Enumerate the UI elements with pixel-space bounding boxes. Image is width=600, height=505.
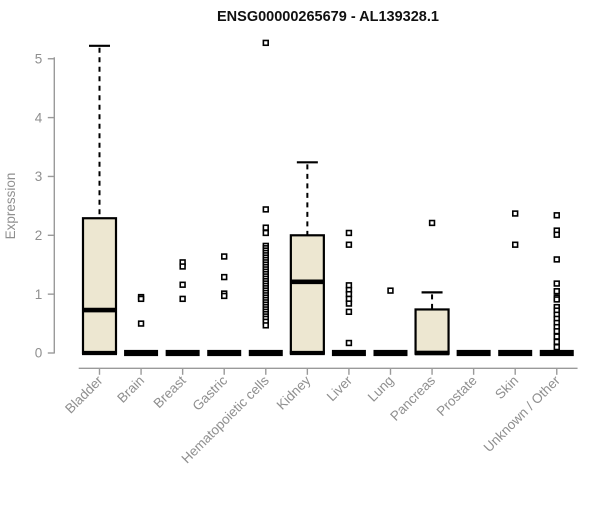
boxplot-bladder <box>81 44 118 356</box>
collapsed-box <box>539 349 574 357</box>
outlier-point <box>179 281 186 288</box>
boxplot-hematopoietic-cells <box>248 39 283 357</box>
outlier-point <box>345 241 353 248</box>
outlier-point <box>345 308 353 316</box>
collapsed-box <box>165 349 200 357</box>
x-tick-label-lung: Lung <box>365 373 397 405</box>
y-tick-label: 2 <box>35 228 43 243</box>
boxplot-breast <box>165 259 200 357</box>
boxplot-brain <box>124 293 159 357</box>
collapsed-box <box>331 349 366 357</box>
outlier-point <box>553 280 560 287</box>
outlier-point <box>553 231 560 238</box>
boxplot-liver <box>331 229 366 357</box>
outlier-point <box>511 241 519 248</box>
outlier-point <box>428 219 436 227</box>
outlier-point <box>221 253 228 260</box>
outlier-point <box>179 263 186 270</box>
collapsed-box <box>207 349 242 357</box>
boxplot-lung <box>373 287 408 357</box>
boxplot-unknown-other <box>539 212 574 357</box>
x-tick-label-bladder: Bladder <box>62 372 106 416</box>
outlier-point <box>345 229 353 237</box>
outlier-point <box>553 343 560 351</box>
outlier-point <box>345 339 353 347</box>
boxplot-gastric <box>207 253 242 357</box>
outlier-point <box>262 224 269 231</box>
outlier-point <box>553 296 560 303</box>
x-tick-label-skin: Skin <box>492 373 521 402</box>
box-iqr <box>414 308 450 355</box>
box-iqr <box>81 217 118 355</box>
outlier-point <box>137 320 145 327</box>
outlier-point <box>553 328 560 335</box>
outlier-point <box>179 295 186 303</box>
outlier-point <box>221 273 228 281</box>
outlier-point <box>553 338 560 346</box>
box-iqr <box>289 234 325 355</box>
boxplot-pancreas <box>414 219 450 356</box>
collapsed-box <box>456 349 491 357</box>
boxplot-prostate <box>456 349 491 357</box>
y-tick-label: 3 <box>35 169 43 184</box>
outlier-point <box>345 300 353 307</box>
collapsed-box <box>124 349 159 357</box>
outlier-point <box>553 212 560 219</box>
x-tick-label-kidney: Kidney <box>274 373 314 413</box>
plot-area <box>81 39 574 357</box>
x-tick-label-pancreas: Pancreas <box>387 373 438 424</box>
y-tick-label: 0 <box>35 346 43 361</box>
x-tick-label-unknown-other: Unknown / Other <box>481 372 564 455</box>
outlier-point <box>553 333 560 340</box>
x-tick-label-brain: Brain <box>114 373 147 406</box>
chart-title: ENSG00000265679 - AL139328.1 <box>217 9 439 25</box>
outlier-point <box>262 39 269 47</box>
outlier-point <box>387 287 394 294</box>
outlier-point <box>221 292 228 300</box>
boxplot-skin <box>498 210 533 357</box>
boxplot-kidney <box>289 161 325 356</box>
y-tick-label: 1 <box>35 287 43 302</box>
outlier-point <box>262 229 269 237</box>
outlier-point <box>137 295 145 303</box>
outlier-point <box>553 288 560 295</box>
outlier-point <box>553 256 560 263</box>
y-tick-label: 5 <box>35 51 43 66</box>
y-axis: 0 1 2 3 4 5 <box>35 51 55 361</box>
x-tick-label-breast: Breast <box>151 373 189 411</box>
outlier-point <box>511 210 519 217</box>
y-tick-label: 4 <box>35 110 43 125</box>
outlier-point <box>262 322 269 329</box>
collapsed-box <box>248 349 283 357</box>
x-tick-label-prostate: Prostate <box>434 373 480 419</box>
x-tick-label-liver: Liver <box>324 372 356 404</box>
collapsed-box <box>373 349 408 357</box>
outlier-point <box>262 206 269 213</box>
y-axis-label: Expression <box>3 173 18 240</box>
collapsed-box <box>498 349 533 357</box>
x-tick-label-gastric: Gastric <box>189 373 230 414</box>
